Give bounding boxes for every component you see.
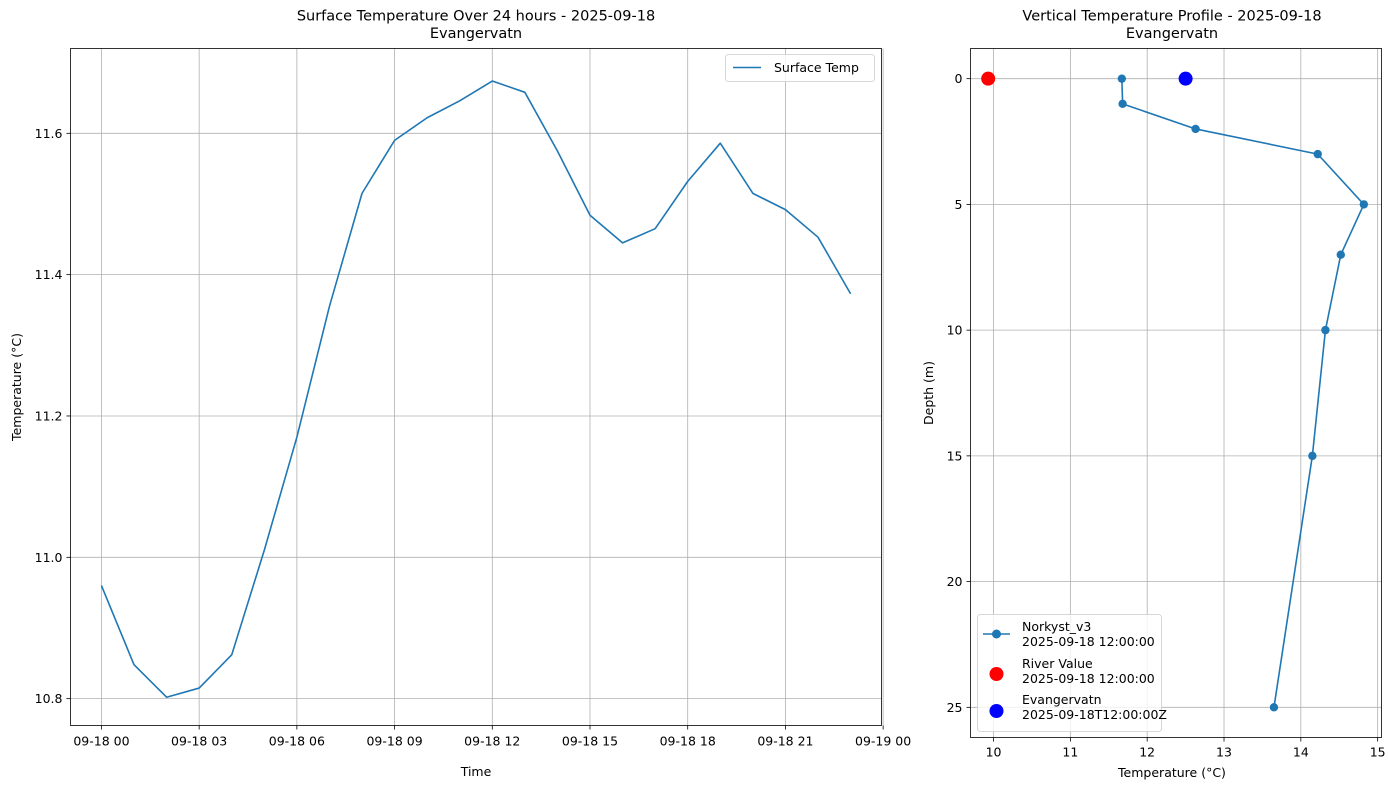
chart1-x-tick-label: 09-18 12 [464,734,520,749]
chart1-y-axis-label: Temperature (°C) [9,333,24,442]
chart2-legend-river-label: River Value [1022,656,1093,671]
chart2-legend-swatch-norkyst-marker [992,629,1001,639]
chart1-y-tick-label: 10.8 [35,691,63,706]
norkyst-profile-point [1269,703,1279,712]
chart2-legend-river-time: 2025-09-18 12:00:00 [1022,671,1155,686]
chart1-x-tick-label: 09-18 03 [171,734,227,749]
chart2-y-tick-label: 10 [947,323,963,338]
chart1-x-tick-label: 09-19 00 [855,734,911,749]
chart1-legend-label: Surface Temp [774,60,859,75]
river-value-point [981,71,996,86]
norkyst-profile-line [1121,78,1365,708]
chart1-y-tick-label: 11.4 [35,267,63,282]
norkyst-profile-point [1321,325,1330,335]
chart2-plot-frame [970,48,1382,738]
chart2-legend-evangervatn-label: Evangervatn [1022,692,1102,707]
chart2-y-tick-label: 20 [947,574,963,589]
surface-temperature-chart: Surface Temperature Over 24 hours - 2025… [9,9,911,780]
chart1-y-tick-label: 11.2 [35,408,63,423]
norkyst-profile-point [1313,149,1322,159]
vertical-profile-chart: Vertical Temperature Profile - 2025-09-1… [921,9,1386,781]
chart2-legend: Norkyst_v3 2025-09-18 12:00:00 River Val… [977,614,1167,732]
chart2-y-tick-label: 0 [955,71,963,86]
chart1-legend-box [725,54,875,82]
chart2-x-tick-label: 14 [1293,745,1309,760]
chart1-x-tick-label: 09-18 09 [366,734,422,749]
norkyst-profile-point [1359,200,1369,209]
chart1-x-tick-label: 09-18 06 [269,734,325,749]
chart2-legend-box [977,614,1162,732]
chart2-subtitle: Evangervatn [1126,26,1218,42]
chart2-legend-norkyst-label: Norkyst_v3 [1022,619,1091,634]
chart1-title: Surface Temperature Over 24 hours - 2025… [297,9,655,25]
norkyst-profile-point [1308,451,1317,461]
chart2-legend-norkyst-time: 2025-09-18 12:00:00 [1022,634,1155,649]
chart1-legend: Surface Temp [725,54,875,82]
chart1-x-tick-label: 09-18 15 [562,734,618,749]
surface-temp-line [100,80,852,699]
chart2-x-tick-label: 13 [1216,745,1232,760]
norkyst-profile-point [1117,74,1127,83]
chart2-y-axis-label: Depth (m) [921,361,936,425]
chart1-y-tick-label: 11.0 [35,550,63,565]
chart2-x-axis-label: Temperature (°C) [1117,765,1226,780]
chart2-title: Vertical Temperature Profile - 2025-09-1… [1022,9,1321,25]
chart2-x-tick-label: 15 [1370,745,1386,760]
chart1-x-tick-label: 09-18 18 [660,734,716,749]
chart2-x-tick-label: 12 [1139,745,1155,760]
chart2-legend-swatch-evangervatn [989,704,1004,718]
chart2-y-tick-label: 5 [955,197,963,212]
norkyst-profile-point [1336,250,1345,259]
chart2-legend-swatch-river [989,667,1004,681]
chart2-y-tick-label: 25 [947,700,963,715]
chart2-y-tick-label: 15 [947,448,963,463]
chart1-plot-frame [70,48,882,726]
chart1-subtitle: Evangervatn [430,26,522,42]
chart1-y-tick-label: 11.6 [35,126,63,141]
chart1-x-axis-label: Time [460,764,492,779]
chart2-x-tick-label: 11 [1062,745,1078,760]
chart1-x-tick-label: 09-18 00 [73,734,129,749]
norkyst-profile-point [1191,124,1200,134]
chart1-x-tick-label: 09-18 21 [757,734,813,749]
evangervatn-point [1178,71,1193,86]
chart2-x-tick-label: 10 [986,745,1002,760]
chart2-legend-evangervatn-time: 2025-09-18T12:00:00Z [1022,707,1167,722]
norkyst-profile-point [1118,99,1127,109]
